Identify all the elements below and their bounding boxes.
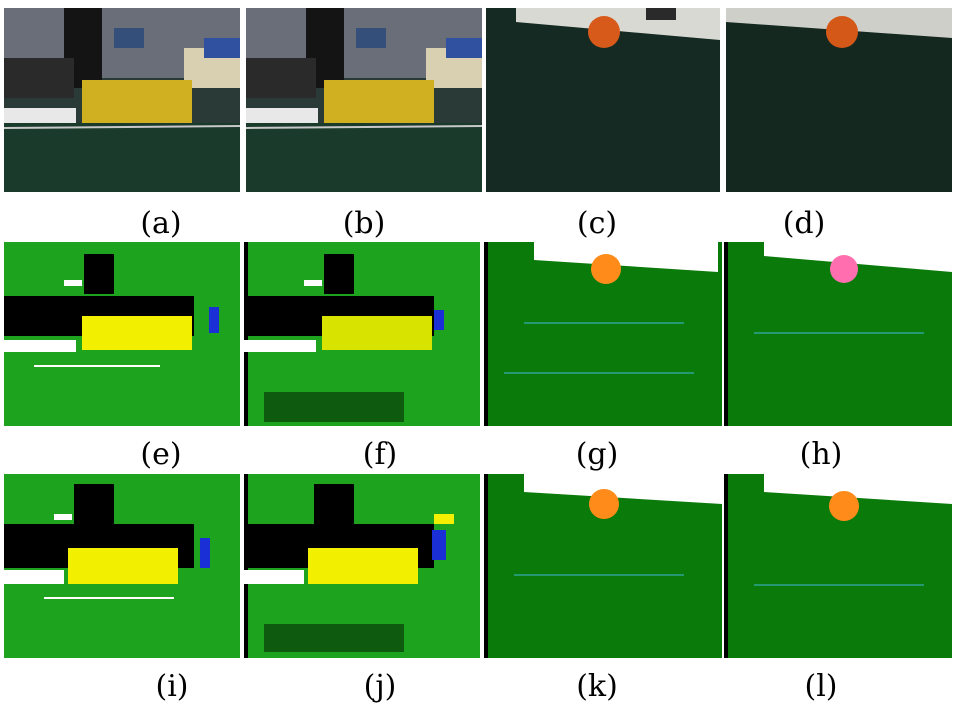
panel-g-classified xyxy=(484,242,722,426)
panel-c-image xyxy=(486,8,720,192)
panel-e-classified xyxy=(4,242,240,426)
panel-k-classified xyxy=(484,474,722,658)
caption-a: (a) xyxy=(140,206,182,241)
caption-l: (l) xyxy=(804,669,838,704)
panel-j-classified xyxy=(244,474,480,658)
panel-a-image xyxy=(4,8,240,192)
caption-e: (e) xyxy=(140,437,182,472)
panel-d-image xyxy=(726,8,952,192)
caption-g: (g) xyxy=(575,437,619,472)
caption-b: (b) xyxy=(342,206,386,241)
caption-h: (h) xyxy=(799,437,843,472)
caption-f: (f) xyxy=(362,437,398,472)
panel-f-classified xyxy=(244,242,480,426)
panel-b-image xyxy=(246,8,482,192)
panel-h-classified xyxy=(724,242,952,426)
panel-l-classified xyxy=(724,474,952,658)
caption-c: (c) xyxy=(576,206,618,241)
caption-j: (j) xyxy=(363,669,397,704)
panel-i-classified xyxy=(4,474,240,658)
caption-i: (i) xyxy=(155,669,189,704)
caption-k: (k) xyxy=(576,669,618,704)
caption-d: (d) xyxy=(782,206,826,241)
